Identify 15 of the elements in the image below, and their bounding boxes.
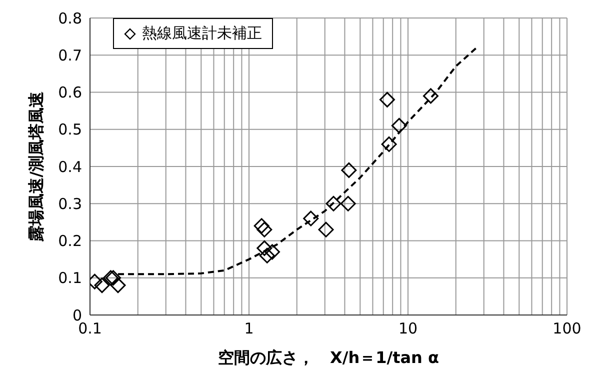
y-axis-title: 露場風速/測風塔風速 <box>26 90 46 242</box>
x-axis-title: 空間の広さ， X/h＝1/tan α <box>218 348 439 367</box>
y-tick-label: 0.8 <box>58 9 82 28</box>
y-tick-label: 0.4 <box>58 158 82 176</box>
x-tick-label: 10 <box>398 320 418 338</box>
legend-label: 熱線風速計未補正 <box>142 24 262 43</box>
x-tick-label: 100 <box>552 320 582 338</box>
y-tick-label: 0.5 <box>58 120 82 139</box>
y-tick-label: 0.2 <box>58 232 82 250</box>
y-tick-label: 0.1 <box>58 269 82 288</box>
y-tick-label: 0.3 <box>58 194 82 213</box>
y-tick-label: 0.7 <box>58 46 82 64</box>
x-tick-label: 1 <box>244 320 254 338</box>
y-tick-label: 0.6 <box>58 84 82 102</box>
x-tick-label: 0.1 <box>78 320 102 338</box>
